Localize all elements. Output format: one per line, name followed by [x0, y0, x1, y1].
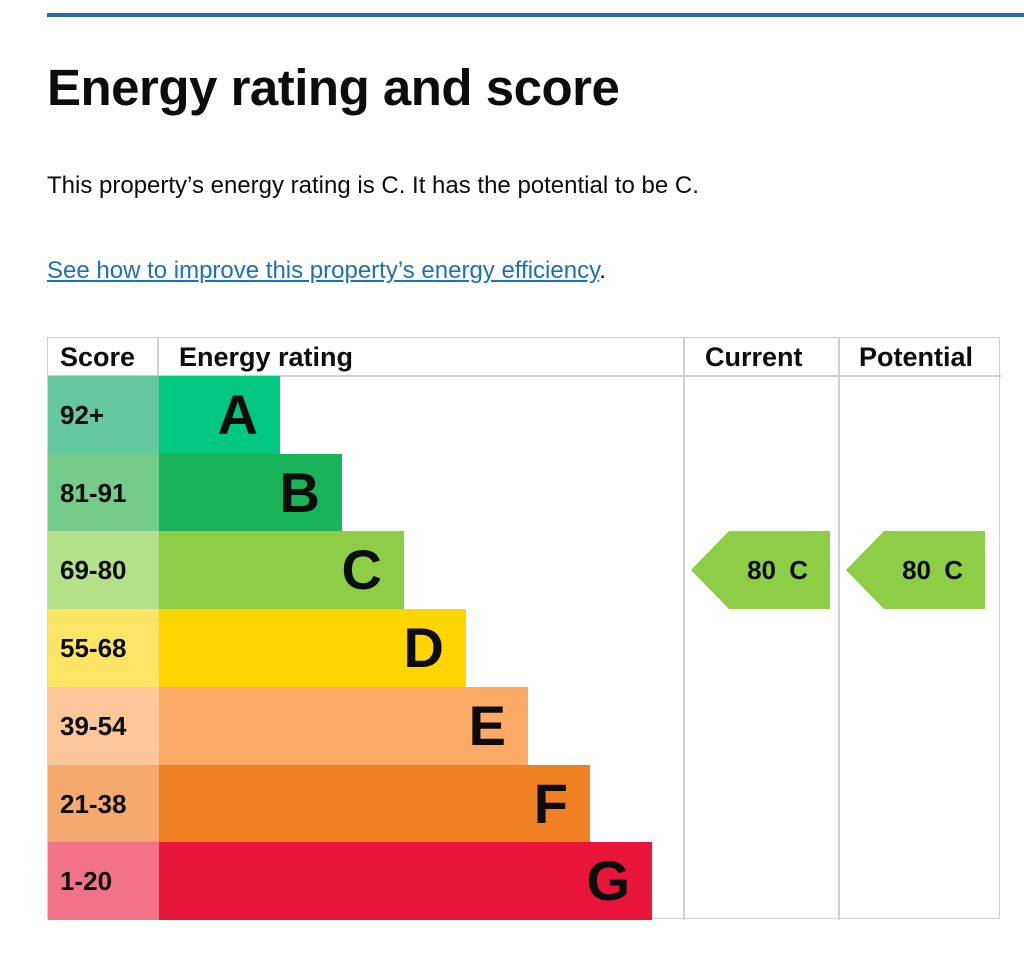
link-suffix: .	[599, 257, 606, 284]
header-current: Current	[705, 342, 803, 372]
column-divider	[838, 338, 840, 920]
header-potential: Potential	[859, 342, 974, 372]
rating-bar-b: B	[159, 453, 342, 532]
score-cell-e: 39-54	[48, 686, 159, 765]
page-title: Energy rating and score	[47, 59, 620, 116]
header-divider	[48, 375, 1001, 377]
section-divider	[47, 13, 1024, 17]
header-score: Score	[60, 342, 136, 372]
rating-bar-c: C	[159, 531, 404, 610]
rating-summary: This property’s energy rating is C. It h…	[47, 172, 699, 199]
improve-efficiency-link[interactable]: See how to improve this property’s energ…	[47, 257, 600, 284]
energy-rating-table: Score Energy rating Current Potential 92…	[47, 337, 1001, 921]
score-cell-g: 1-20	[48, 842, 159, 921]
rating-bar-e: E	[159, 686, 528, 765]
column-divider	[683, 338, 685, 920]
header-energy-rating: Energy rating	[179, 342, 354, 372]
improve-link-line: See how to improve this property’s energ…	[47, 257, 606, 285]
current-rating-arrow: 80 C	[691, 531, 830, 609]
score-cell-c: 69-80	[48, 531, 159, 610]
rating-bar-d: D	[159, 609, 466, 688]
potential-rating-arrow: 80 C	[846, 531, 985, 609]
column-divider	[157, 338, 159, 376]
rating-bar-a: A	[159, 376, 280, 454]
score-cell-b: 81-91	[48, 453, 159, 532]
rating-bar-g: G	[159, 842, 652, 921]
score-cell-f: 21-38	[48, 764, 159, 843]
rating-bar-f: F	[159, 764, 590, 843]
score-cell-a: 92+	[48, 376, 159, 454]
score-cell-d: 55-68	[48, 609, 159, 688]
